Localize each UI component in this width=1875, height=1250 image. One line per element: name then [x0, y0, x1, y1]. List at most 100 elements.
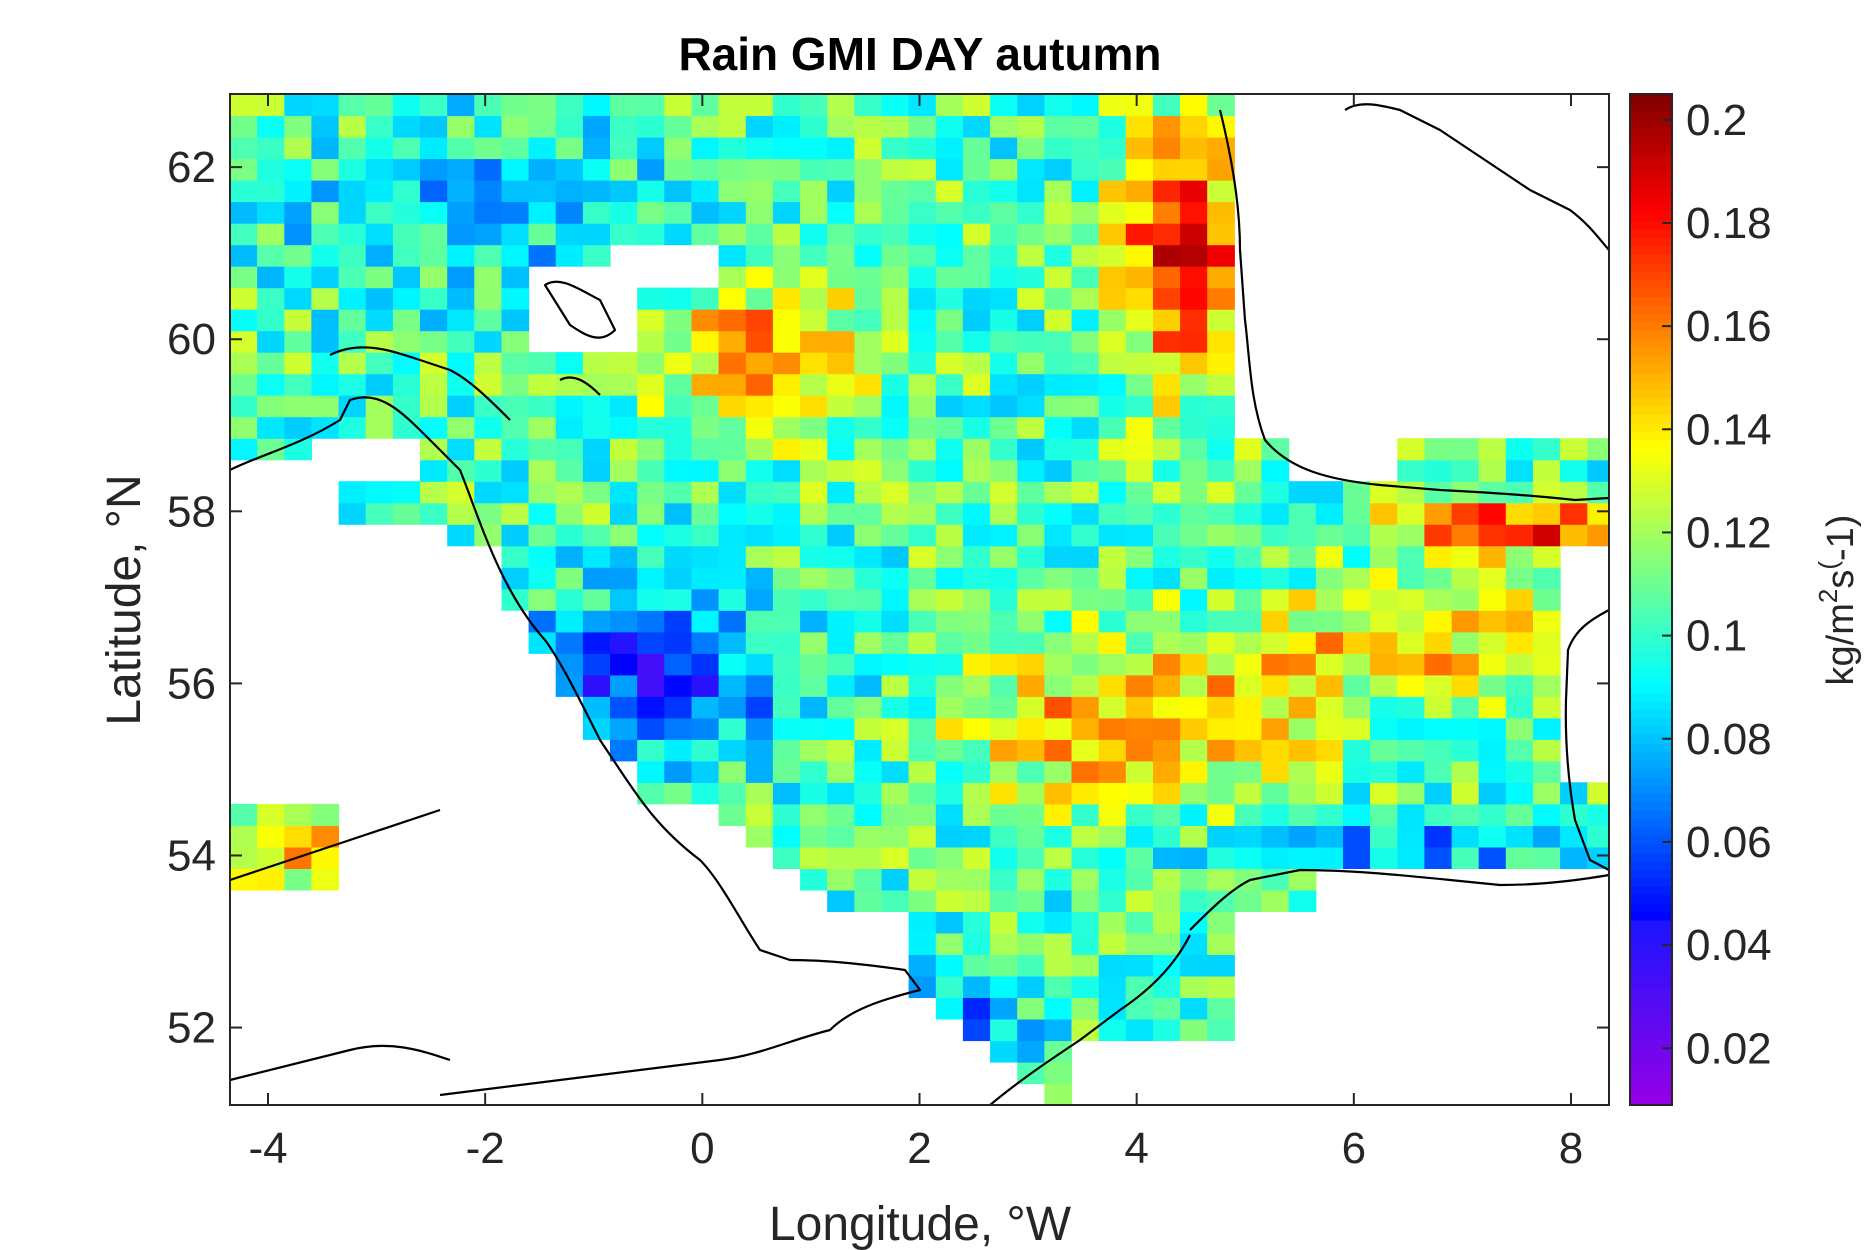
rain-cell [1343, 782, 1371, 805]
rain-cell [1071, 567, 1100, 590]
rain-cell [881, 846, 910, 869]
rain-cell [528, 481, 557, 504]
rain-cell [1343, 610, 1371, 633]
rain-cell [1044, 502, 1073, 525]
rain-cell [691, 782, 720, 805]
colorbar-segment [1630, 1020, 1672, 1030]
rain-cell [582, 438, 611, 461]
rain-cell [1397, 674, 1425, 697]
rain-cell [1153, 330, 1181, 353]
rain-cell [1533, 803, 1561, 826]
rain-cell [1207, 975, 1235, 998]
rain-cell [1207, 954, 1235, 977]
rain-cell [1098, 352, 1127, 375]
rain-cell [800, 459, 828, 482]
rain-cell [1153, 459, 1181, 482]
rain-cell [284, 266, 312, 289]
rain-cell [1044, 932, 1073, 955]
colorbar-segment [1630, 574, 1672, 584]
rain-cell [881, 631, 910, 654]
rain-cell [1207, 352, 1235, 375]
rain-cell [392, 223, 421, 246]
rain-cell [745, 330, 774, 353]
rain-cell [1071, 481, 1100, 504]
rain-cell [827, 782, 855, 805]
rain-cell [1505, 825, 1534, 848]
rain-cell [908, 911, 937, 934]
rain-cell [1044, 760, 1073, 783]
rain-cell [1044, 395, 1073, 418]
rain-cell [610, 481, 638, 504]
rain-cell [962, 1019, 991, 1042]
rain-cell [1017, 395, 1045, 418]
rain-cell [420, 287, 448, 310]
rain-cell [1560, 825, 1588, 848]
rain-cell [990, 588, 1018, 611]
rain-cell [1180, 373, 1208, 396]
rain-cell [610, 115, 638, 138]
rain-cell [1207, 330, 1235, 353]
coastline-wales [229, 1044, 451, 1082]
rain-cell [1071, 653, 1100, 676]
rain-cell [854, 610, 883, 633]
rain-cell [392, 115, 421, 138]
rain-cell [908, 588, 937, 611]
rain-cell [935, 975, 964, 998]
rain-cell [257, 868, 285, 891]
rain-cell [1044, 352, 1073, 375]
rain-cell [284, 244, 312, 267]
rain-cell [1424, 631, 1453, 654]
rain-cell [990, 330, 1018, 353]
rain-cell [1071, 524, 1100, 547]
rain-cell [1125, 244, 1154, 267]
rain-cell [908, 825, 937, 848]
rain-cell [935, 266, 964, 289]
rain-cell [990, 524, 1018, 547]
rain-cell [528, 545, 557, 568]
rain-cell [1180, 158, 1208, 181]
rain-cell [745, 481, 774, 504]
rain-cell [1505, 803, 1534, 826]
rain-cell [1261, 739, 1290, 762]
rain-cell [1234, 481, 1263, 504]
rain-cell [990, 954, 1018, 977]
rain-cell [284, 416, 312, 439]
rain-cell [1125, 137, 1154, 160]
rain-cell [691, 137, 720, 160]
rain-cell [745, 223, 774, 246]
rain-cell [230, 201, 258, 224]
rain-cell [908, 610, 937, 633]
colorbar-segment [1630, 666, 1672, 677]
rain-cell [1505, 739, 1534, 762]
rain-cell [582, 223, 611, 246]
rain-cell [1424, 438, 1453, 461]
rain-cell [1153, 717, 1181, 740]
rain-cell [1044, 889, 1073, 912]
rain-cell [230, 287, 258, 310]
x-tick-label: 4 [1124, 1124, 1148, 1173]
rain-cell [637, 567, 665, 590]
rain-cell [501, 137, 530, 160]
rain-cell [1288, 481, 1317, 504]
rain-cell [1261, 567, 1290, 590]
rain-cell [1587, 782, 1610, 805]
rain-cell [420, 158, 448, 181]
rain-cell [1261, 846, 1290, 869]
rain-cell [990, 502, 1018, 525]
rain-cell [447, 438, 475, 461]
rain-cell [1478, 631, 1507, 654]
rain-cell [1125, 524, 1154, 547]
rain-cell [1098, 717, 1127, 740]
rain-cell [962, 287, 991, 310]
rain-cell [1125, 825, 1154, 848]
rain-cell [1098, 201, 1127, 224]
rain-cell [908, 524, 937, 547]
rain-cell [1451, 502, 1480, 525]
rain-cell [637, 180, 665, 203]
rain-cell [745, 610, 774, 633]
rain-cell [1071, 158, 1100, 181]
rain-cell [1207, 825, 1235, 848]
rain-cell [1533, 502, 1561, 525]
rain-cell [745, 631, 774, 654]
